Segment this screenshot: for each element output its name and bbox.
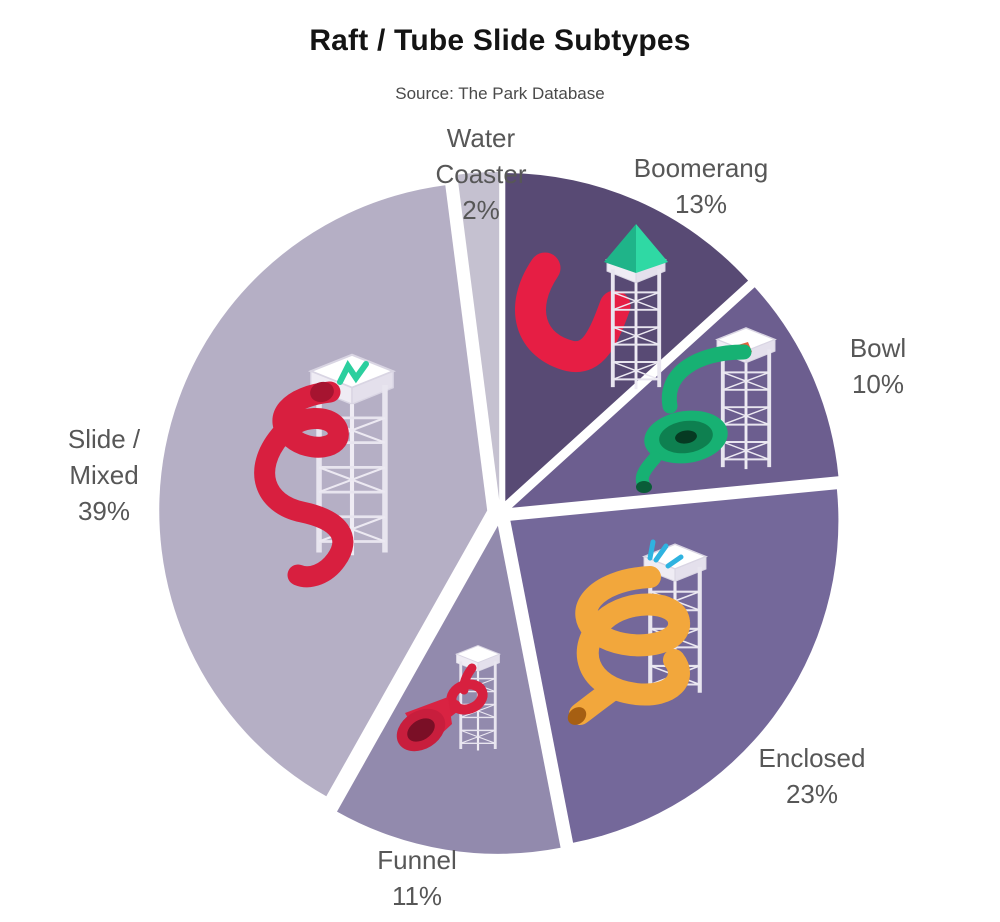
tube-opening-icon	[567, 707, 587, 725]
splash-icon	[647, 539, 684, 569]
funnel-mouth-icon	[396, 708, 446, 752]
slice-percent: 39%	[77, 496, 131, 526]
slice-label-boomerang: Boomerang 13%	[634, 150, 768, 222]
enclosed-tube-icon	[575, 566, 690, 706]
open-slide-illustration	[254, 355, 394, 588]
slice-name: Slide / Mixed	[67, 424, 141, 490]
pie-slice-funnel	[337, 525, 561, 854]
slice-percent: 11%	[391, 881, 443, 911]
pie-slice-water-coaster	[457, 172, 500, 500]
funnel-slide-illustration	[396, 644, 501, 752]
slice-label-enclosed: Enclosed 23%	[759, 740, 866, 812]
pie-slice-boomerang	[505, 173, 749, 502]
boomerang-slide-icon	[515, 252, 631, 373]
slice-name: Bowl	[849, 333, 907, 363]
bowl-slide-illustration	[635, 326, 777, 493]
slice-name: Funnel	[377, 845, 457, 875]
page-title: Raft / Tube Slide Subtypes	[309, 24, 691, 57]
slice-name: Boomerang	[633, 153, 769, 183]
tube-opening-icon	[310, 381, 334, 403]
chart-source-caption: Source: The Park Database	[395, 84, 605, 103]
slice-label-water-coaster: Water Coaster 2%	[425, 120, 537, 228]
boomerang-slide-illustration	[515, 224, 668, 391]
feed-tube-icon	[661, 344, 752, 414]
slice-percent: 13%	[674, 189, 728, 219]
open-spiral-slide-icon	[254, 381, 354, 588]
pyramid-roof-icon	[604, 224, 668, 273]
enclosed-slide-illustration	[567, 539, 706, 725]
pie-slices	[159, 172, 839, 854]
slice-percent: 10%	[851, 369, 905, 399]
slice-percent: 23%	[785, 779, 839, 809]
slice-name: Water Coaster	[435, 123, 527, 189]
slice-label-bowl: Bowl 10%	[850, 330, 906, 402]
slice-percent: 2%	[462, 195, 500, 225]
splash-icon	[337, 360, 369, 385]
slice-label-slide-mixed: Slide / Mixed 39%	[48, 421, 160, 529]
slice-name: Enclosed	[758, 743, 866, 773]
bowl-icon	[644, 410, 728, 464]
tube-opening-icon	[636, 481, 652, 493]
slice-label-funnel: Funnel 11%	[377, 842, 457, 914]
